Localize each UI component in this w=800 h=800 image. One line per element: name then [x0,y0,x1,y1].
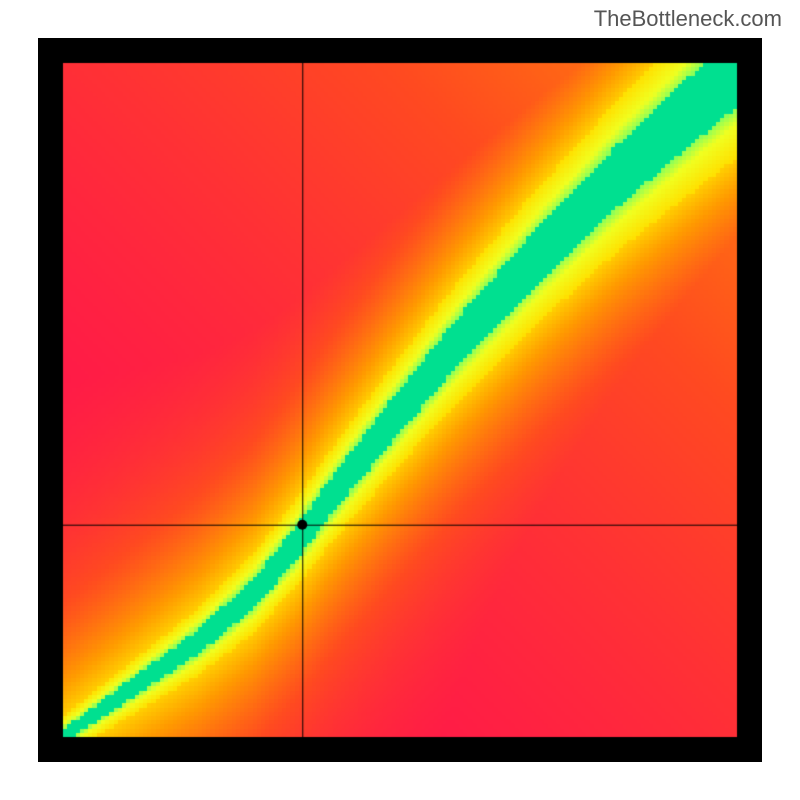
heatmap-canvas [38,38,762,762]
chart-container: TheBottleneck.com [0,0,800,800]
plot-frame [38,38,762,762]
watermark-text: TheBottleneck.com [594,6,782,32]
